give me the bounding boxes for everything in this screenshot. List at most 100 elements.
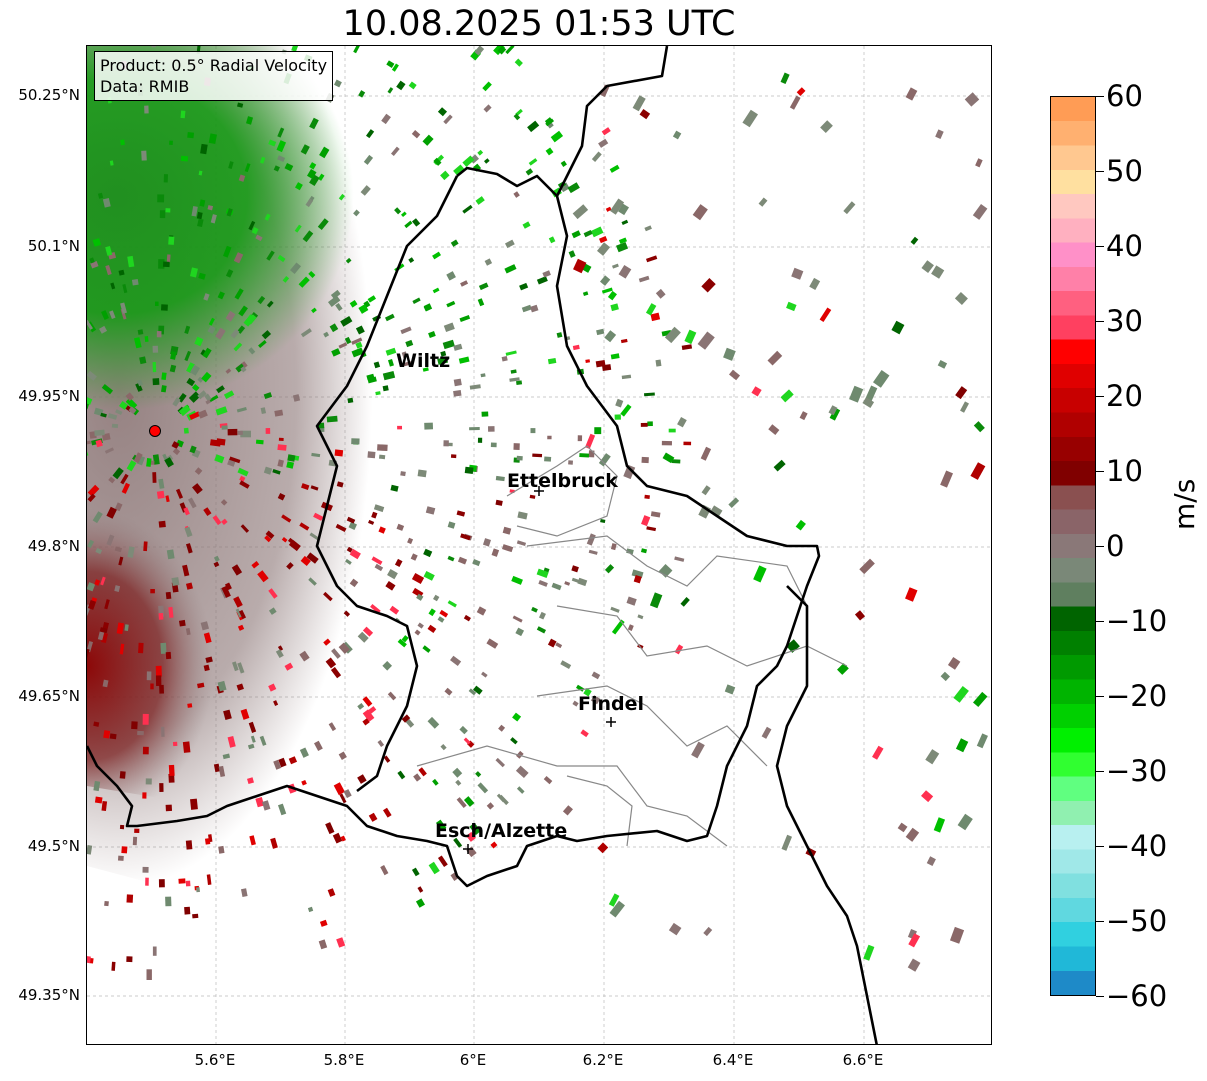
echo-pixel	[246, 116, 254, 125]
echo-pixel	[87, 319, 93, 330]
echo-pixel	[443, 322, 455, 332]
echo-pixel	[447, 600, 457, 608]
echo-pixel	[150, 589, 155, 594]
echo-pixel	[94, 429, 105, 436]
echo-pixel	[513, 443, 520, 451]
echo-pixel	[723, 347, 736, 361]
echo-pixel	[217, 680, 227, 692]
echo-pixel	[410, 553, 418, 561]
echo-pixel	[498, 794, 509, 806]
echo-pixel	[205, 399, 211, 405]
echo-pixel	[940, 671, 951, 682]
echo-pixel	[781, 834, 793, 851]
echo-pixel	[374, 563, 384, 572]
echo-pixel	[502, 526, 512, 535]
echo-pixel	[184, 906, 191, 915]
echo-pixel	[559, 182, 570, 193]
echo-pixel	[362, 696, 373, 707]
echo-pixel	[333, 782, 345, 796]
echo-pixel	[238, 305, 248, 317]
echo-pixel	[355, 341, 363, 349]
echo-pixel	[460, 280, 469, 287]
echo-pixel	[332, 832, 343, 844]
echo-pixel	[753, 565, 767, 583]
echo-pixel	[272, 468, 281, 475]
echo-pixel	[475, 196, 485, 205]
echo-pixel	[221, 518, 228, 525]
echo-pixel	[109, 310, 116, 319]
echo-pixel	[301, 780, 307, 786]
echo-pixel	[207, 325, 216, 334]
echo-pixel	[145, 778, 152, 785]
echo-pixel	[87, 484, 100, 497]
echo-pixel	[326, 415, 338, 423]
echo-pixel	[178, 619, 186, 627]
echo-pixel	[198, 170, 203, 176]
echo-pixel	[545, 147, 554, 156]
echo-pixel	[515, 765, 529, 779]
echo-pixel	[169, 140, 173, 145]
echo-pixel	[205, 656, 213, 663]
echo-pixel	[87, 599, 97, 610]
echo-pixel	[483, 104, 492, 113]
echo-pixel	[598, 138, 609, 148]
echo-pixel	[126, 460, 137, 472]
echo-pixel	[516, 455, 523, 461]
echo-pixel	[299, 650, 310, 662]
echo-pixel	[677, 416, 687, 428]
echo-pixel	[970, 462, 986, 480]
echo-pixel	[284, 162, 294, 172]
radar-map[interactable]	[86, 45, 992, 1045]
echo-pixel	[192, 483, 203, 495]
echo-pixel	[674, 644, 684, 655]
echo-pixel	[583, 230, 593, 238]
echo-pixel	[646, 255, 658, 263]
echo-pixel	[159, 783, 164, 792]
echo-pixel	[314, 740, 323, 751]
echo-pixel	[331, 648, 341, 659]
echo-pixel	[257, 295, 266, 305]
echo-pixel	[585, 359, 591, 363]
echo-pixel	[486, 638, 499, 649]
echo-pixel	[119, 643, 125, 655]
echo-pixel	[463, 614, 471, 622]
echo-pixel	[183, 507, 190, 516]
echo-pixel	[240, 366, 247, 373]
echo-pixel	[351, 337, 363, 345]
echo-pixel	[111, 423, 119, 428]
echo-pixel	[780, 72, 790, 85]
colorbar-tick-mark	[1096, 96, 1104, 97]
echo-pixel	[681, 344, 693, 351]
echo-pixel	[192, 913, 199, 919]
echo-pixel	[120, 308, 127, 320]
echo-pixel	[300, 144, 310, 155]
echo-pixel	[87, 493, 96, 503]
echo-pixel	[266, 300, 274, 308]
echo-pixel	[255, 439, 264, 445]
echo-pixel	[121, 482, 131, 494]
echo-pixel	[119, 771, 126, 779]
echo-pixel	[188, 391, 201, 403]
echo-pixel	[157, 194, 165, 203]
colorbar-tick-label: −60	[1106, 979, 1168, 1013]
echo-pixel	[104, 599, 110, 610]
echo-pixel	[87, 955, 91, 964]
echo-pixel	[481, 411, 489, 417]
echo-pixel	[383, 755, 391, 763]
echo-pixel	[126, 956, 133, 963]
echo-pixel	[186, 362, 196, 374]
colorbar-tick-mark	[1096, 396, 1104, 397]
echo-pixel	[417, 886, 424, 893]
echo-pixel	[200, 621, 209, 631]
echo-pixel	[92, 238, 102, 247]
echo-pixel	[257, 570, 269, 583]
echo-pixel	[197, 390, 207, 400]
echo-pixel	[191, 206, 198, 217]
echo-pixel	[278, 437, 284, 442]
echo-pixel	[480, 373, 486, 378]
echo-pixel	[422, 134, 434, 146]
echo-pixel	[196, 887, 201, 893]
echo-pixel	[495, 499, 503, 506]
echo-pixel	[336, 481, 344, 488]
echo-pixel	[664, 326, 681, 344]
